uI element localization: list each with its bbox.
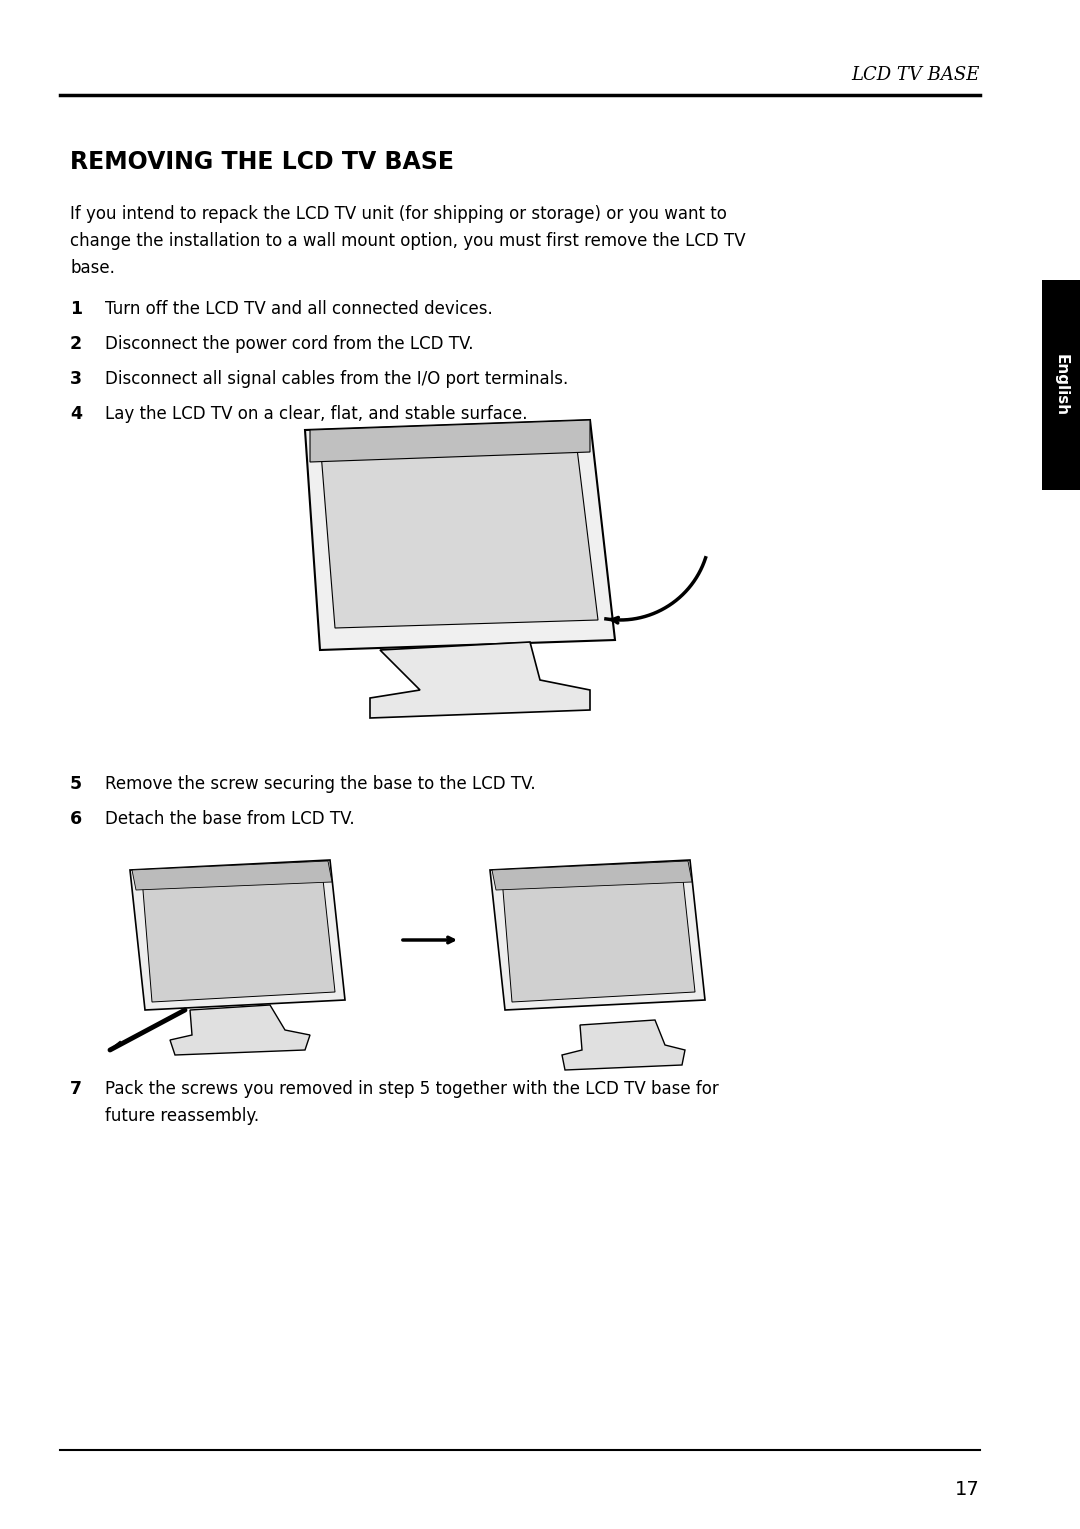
Text: 17: 17: [955, 1480, 980, 1498]
Text: 2: 2: [70, 335, 82, 353]
Bar: [1042, 280, 1080, 489]
Polygon shape: [490, 859, 705, 1011]
Text: If you intend to repack the LCD TV unit (for shipping or storage) or you want to: If you intend to repack the LCD TV unit …: [70, 205, 727, 223]
Text: base.: base.: [70, 258, 114, 277]
Text: Remove the screw securing the base to the LCD TV.: Remove the screw securing the base to th…: [105, 775, 536, 794]
Text: Turn off the LCD TV and all connected devices.: Turn off the LCD TV and all connected de…: [105, 300, 492, 318]
Text: English: English: [1053, 353, 1068, 416]
Text: LCD TV BASE: LCD TV BASE: [852, 66, 980, 84]
Text: Disconnect all signal cables from the I/O port terminals.: Disconnect all signal cables from the I/…: [105, 370, 568, 388]
Polygon shape: [492, 861, 692, 890]
Polygon shape: [305, 420, 615, 650]
Polygon shape: [502, 870, 696, 1001]
Text: Pack the screws you removed in step 5 together with the LCD TV base for: Pack the screws you removed in step 5 to…: [105, 1079, 719, 1098]
Text: 6: 6: [70, 810, 82, 829]
Text: 5: 5: [70, 775, 82, 794]
Polygon shape: [562, 1020, 685, 1070]
Polygon shape: [370, 642, 590, 719]
Polygon shape: [320, 433, 598, 628]
Polygon shape: [170, 1005, 310, 1055]
Text: future reassembly.: future reassembly.: [105, 1107, 259, 1125]
Text: 3: 3: [70, 370, 82, 388]
Text: Disconnect the power cord from the LCD TV.: Disconnect the power cord from the LCD T…: [105, 335, 473, 353]
Polygon shape: [310, 420, 590, 462]
Polygon shape: [132, 861, 332, 890]
Text: REMOVING THE LCD TV BASE: REMOVING THE LCD TV BASE: [70, 150, 454, 174]
Text: 7: 7: [70, 1079, 82, 1098]
Polygon shape: [141, 870, 335, 1001]
Text: Detach the base from LCD TV.: Detach the base from LCD TV.: [105, 810, 354, 829]
Text: Lay the LCD TV on a clear, flat, and stable surface.: Lay the LCD TV on a clear, flat, and sta…: [105, 405, 527, 424]
Polygon shape: [130, 859, 345, 1011]
Text: 1: 1: [70, 300, 82, 318]
Text: 4: 4: [70, 405, 82, 424]
Text: change the installation to a wall mount option, you must first remove the LCD TV: change the installation to a wall mount …: [70, 232, 745, 251]
